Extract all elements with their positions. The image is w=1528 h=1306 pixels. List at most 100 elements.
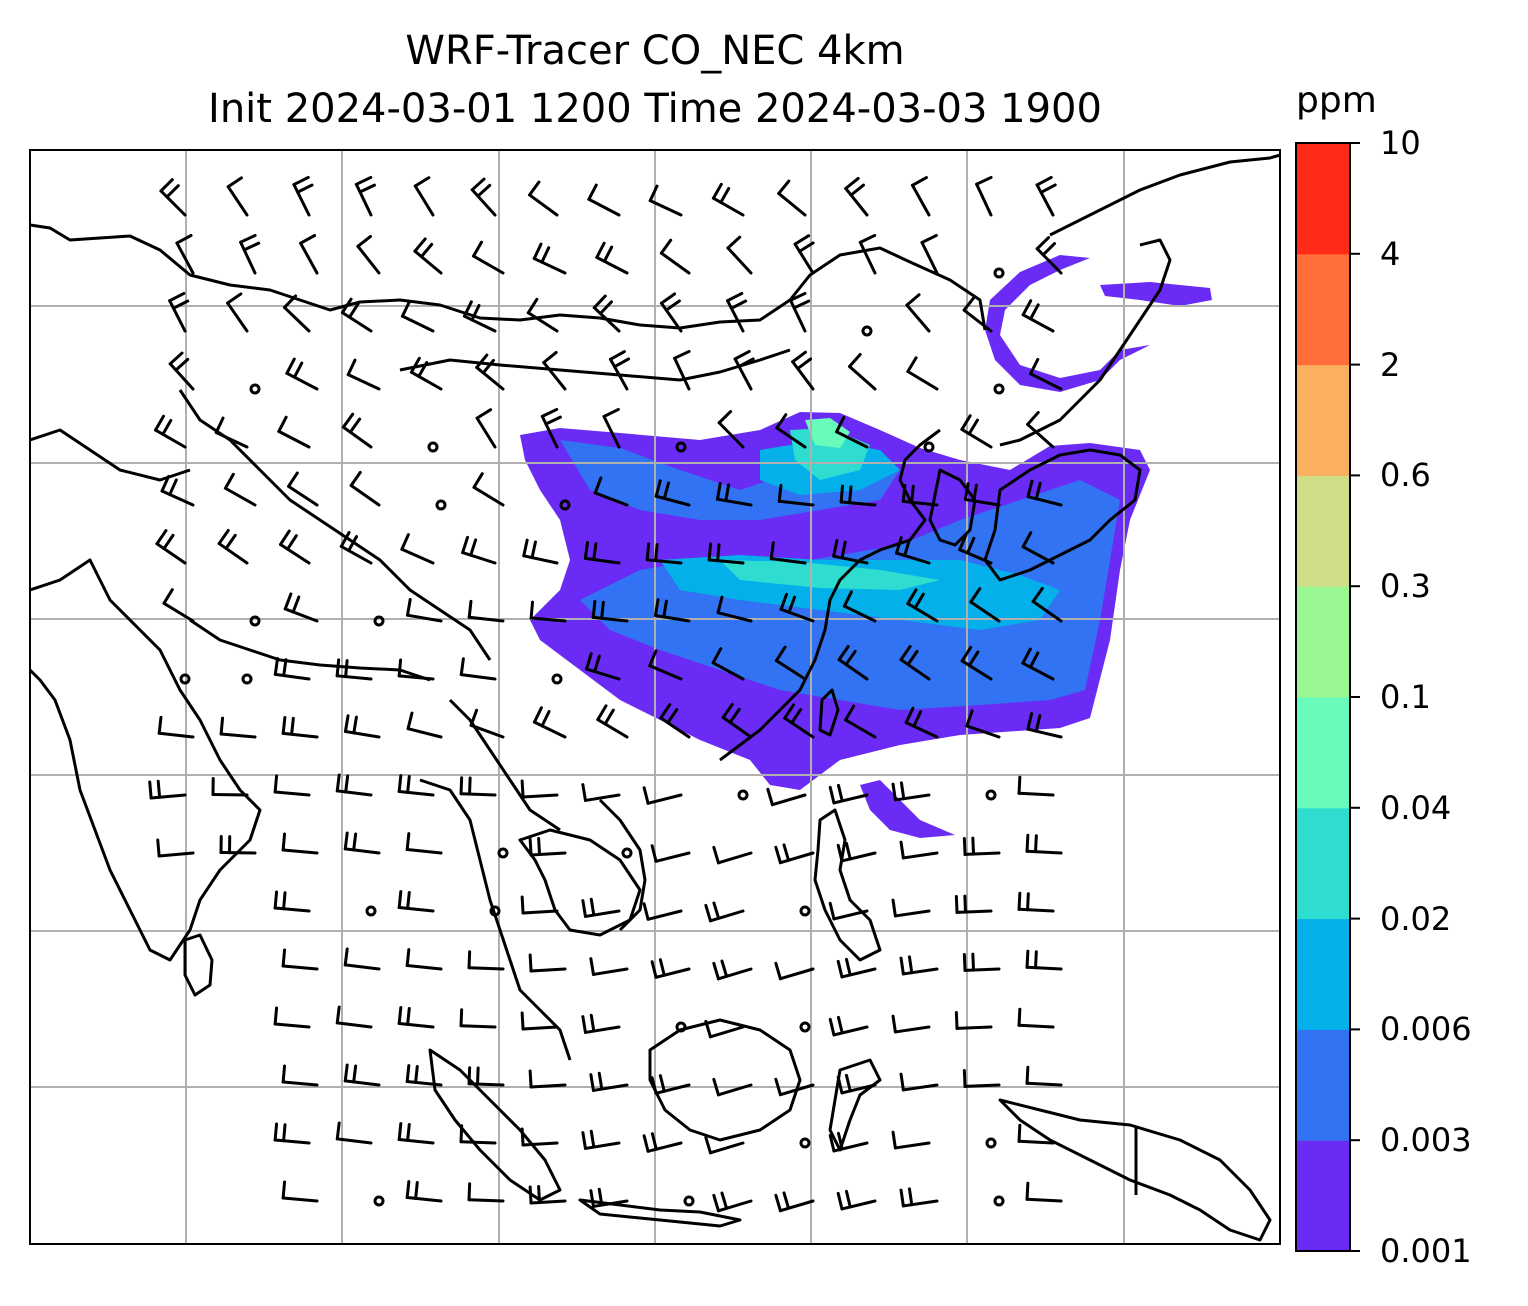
wind-barb-shaft — [472, 254, 505, 275]
wind-barb-shaft — [467, 1198, 505, 1203]
wind-barb-flag — [520, 895, 525, 915]
wind-barb-shaft — [281, 964, 319, 971]
wind-barb-flag — [840, 540, 847, 560]
wind-barb-flag — [405, 1180, 411, 1199]
wind-barb-flag — [273, 1006, 279, 1026]
wind-barb-shaft — [711, 661, 745, 681]
wind-barb-shaft — [783, 716, 815, 739]
wind-barb-shaft — [591, 615, 629, 623]
wind-barb-flag — [397, 658, 403, 678]
wind-barb-flag — [960, 645, 973, 663]
wind-barb-flag — [291, 595, 301, 614]
wind-barb-flag — [406, 1006, 411, 1026]
wind-barb-flag — [704, 1135, 712, 1155]
wind-barb-shaft — [285, 371, 319, 391]
wind-barb-flag — [726, 235, 742, 250]
wind-barb-flag — [971, 952, 976, 972]
colorbar-tick-label: 10 — [1380, 124, 1421, 162]
calm-wind-circle — [861, 325, 873, 337]
wind-barb-flag — [1034, 714, 1042, 733]
wind-barb-flag — [528, 837, 533, 857]
wind-barb-flag — [591, 600, 597, 619]
wind-barb-flag — [844, 704, 856, 722]
colorbar-band — [1296, 697, 1350, 809]
wind-barb-flag — [673, 349, 691, 360]
wind-barb-shaft — [591, 967, 629, 976]
wind-barb-flag — [1025, 1065, 1030, 1085]
wind-barb-flag — [1026, 410, 1040, 426]
wind-barb-flag — [967, 418, 979, 436]
wind-barb-flag — [526, 297, 539, 315]
calm-wind-circle — [551, 673, 563, 685]
colorbar-unit: ppm — [1296, 80, 1377, 121]
wind-barb-shaft — [583, 1025, 621, 1034]
wind-barb-flag — [716, 543, 721, 563]
wind-barb-shaft — [716, 1083, 753, 1097]
calm-wind-circle — [373, 1195, 385, 1207]
wind-barb-shaft — [461, 551, 497, 565]
wind-barb-shaft — [532, 720, 567, 739]
wind-barb-flag — [720, 959, 729, 978]
colorbar-band — [1296, 475, 1350, 587]
coastline-new-guinea — [998, 1098, 1272, 1242]
coastline-philippines — [813, 808, 882, 962]
wind-barb-shaft — [343, 847, 381, 855]
wind-barb-flag — [905, 293, 921, 307]
wind-barb-flag — [414, 1064, 419, 1084]
wind-barb-flag — [729, 299, 748, 310]
wind-barb-flag — [344, 659, 349, 679]
wind-barb-flag — [962, 952, 967, 972]
plume-level-0.02 — [720, 560, 940, 590]
wind-barb-shaft — [958, 548, 993, 565]
calm-wind-circle — [737, 789, 749, 801]
wind-barb-shaft — [901, 1199, 939, 1208]
wind-barb-flag — [777, 179, 791, 195]
wind-barb-flag — [292, 175, 310, 187]
map-frame — [29, 149, 1281, 1245]
wind-barb-flag — [828, 901, 836, 921]
wind-barb-flag — [899, 645, 912, 662]
wind-barb-shaft — [777, 499, 815, 507]
wind-barb-shaft — [893, 909, 931, 918]
wind-barb-flag — [520, 779, 525, 799]
wind-barb-shaft — [963, 498, 1001, 507]
wind-barb-flag — [912, 710, 923, 728]
wind-barb-flag — [971, 836, 976, 856]
wind-barb-flag — [719, 187, 731, 204]
wind-barb-flag — [335, 773, 341, 793]
wind-barb-shaft — [278, 542, 311, 565]
coastline-russia-north — [30, 223, 987, 331]
wind-barb-flag — [540, 246, 551, 264]
wind-barb-flag — [530, 540, 537, 560]
colorbar-tick-label: 0.006 — [1380, 1010, 1472, 1049]
wind-barb-flag — [589, 1189, 595, 1208]
wind-barb-flag — [1017, 891, 1022, 911]
wind-barb-flag — [219, 716, 225, 736]
wind-barb-flag — [340, 297, 353, 315]
wind-barb-flag — [292, 361, 304, 379]
wind-barb-shaft — [840, 1083, 877, 1095]
wind-barb-flag — [792, 299, 811, 310]
wind-barb-shaft — [769, 557, 807, 565]
colorbar-tick-label: 0.1 — [1380, 678, 1431, 716]
wind-barb-shaft — [654, 967, 691, 979]
wind-barb-flag — [154, 414, 165, 432]
wind-barb-flag — [405, 948, 411, 967]
wind-barb-shaft — [273, 790, 311, 797]
wind-barb-flag — [481, 358, 495, 375]
wind-barb-shaft — [239, 240, 257, 275]
wind-barb-shaft — [226, 185, 249, 217]
calm-wind-circle — [799, 905, 811, 917]
border-central-asia — [30, 428, 191, 482]
wind-barb-shaft — [341, 425, 373, 449]
wind-barb-flag — [906, 649, 919, 667]
wind-barb-flag — [595, 241, 606, 259]
wind-barb-flag — [828, 785, 836, 805]
wind-barb-flag — [967, 650, 980, 667]
wind-barb-flag — [589, 1073, 595, 1092]
wind-barb-shaft — [659, 716, 691, 739]
wind-barb-flag — [335, 1121, 341, 1141]
wind-barb-flag — [963, 894, 968, 914]
colorbar-band — [1296, 807, 1350, 920]
